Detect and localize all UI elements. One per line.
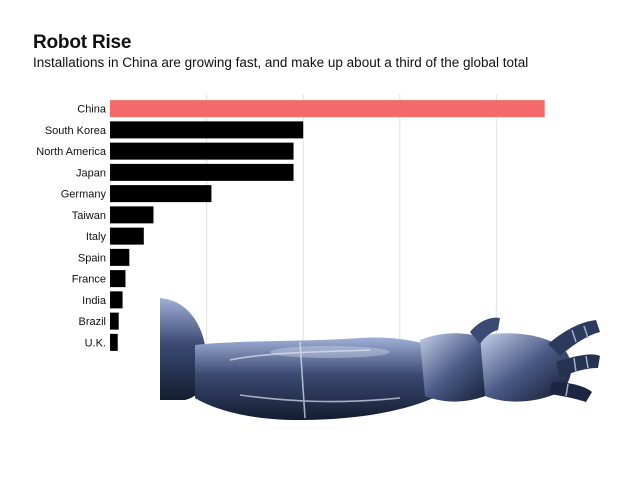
category-label-india: India xyxy=(82,295,107,307)
bar-u-k xyxy=(110,333,118,351)
category-label-france: France xyxy=(72,274,106,286)
category-label-china: China xyxy=(77,104,107,116)
bar-india xyxy=(110,291,123,309)
arm-shine xyxy=(270,346,390,358)
bar-south-korea xyxy=(110,121,304,139)
category-label-taiwan: Taiwan xyxy=(72,210,106,222)
category-labels: China South Korea North America Japan German… xyxy=(36,104,107,350)
category-label-brazil: Brazil xyxy=(78,316,106,328)
bar-taiwan xyxy=(110,206,154,224)
category-label-japan: Japan xyxy=(76,167,106,179)
arm-panel-lines xyxy=(229,341,401,419)
bar-france xyxy=(110,270,126,288)
bar-brazil xyxy=(110,312,119,330)
robot-finger-3 xyxy=(550,382,592,402)
robot-palm xyxy=(480,333,572,402)
category-label-south-korea: South Korea xyxy=(45,125,107,137)
robot-finger-2 xyxy=(556,354,600,378)
category-label-u-k: U.K. xyxy=(85,337,106,349)
category-label-italy: Italy xyxy=(86,231,107,243)
gridlines xyxy=(206,94,497,381)
bar-italy xyxy=(110,227,144,245)
robot-thumb xyxy=(470,317,500,344)
arm-wrist xyxy=(420,333,495,402)
category-label-germany: Germany xyxy=(61,189,107,201)
bar-north-america xyxy=(110,142,294,160)
chart-title: Robot Rise xyxy=(33,32,132,53)
category-label-north-america: North America xyxy=(36,146,107,158)
bar-japan xyxy=(110,163,294,181)
bar-china xyxy=(110,100,545,118)
bar-germany xyxy=(110,185,212,203)
bars xyxy=(110,100,545,351)
category-label-spain: Spain xyxy=(78,252,106,264)
chart-subtitle: Installations in China are growing fast,… xyxy=(33,55,529,70)
robot-finger-joints xyxy=(565,325,589,397)
bar-spain xyxy=(110,248,130,266)
